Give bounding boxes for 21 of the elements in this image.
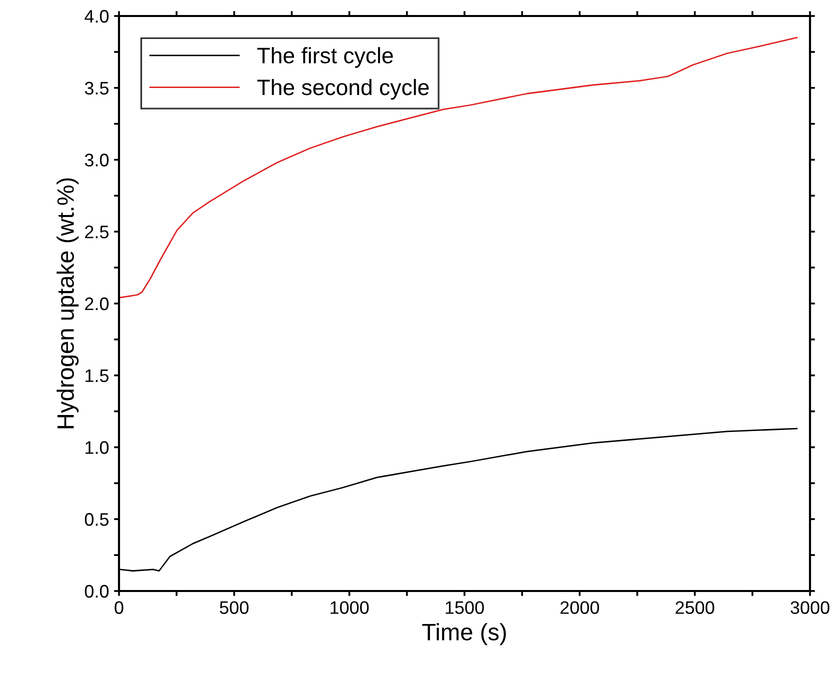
y-tick-label: 3.5 (84, 82, 109, 95)
y-tick-label: 2.0 (85, 297, 109, 310)
legend-label: The second cycle (257, 78, 429, 100)
x-tick-label: 2000 (560, 601, 600, 614)
legend-label: The first cycle (257, 47, 393, 68)
x-tick-label: 1000 (330, 601, 369, 614)
x-axis-title: Time (s) (422, 623, 506, 646)
y-tick-label: 1.5 (86, 369, 109, 382)
y-axis-title: Hydrogen uptake (wt.%) (56, 178, 79, 428)
y-tick-label: 2.5 (85, 226, 109, 238)
y-tick-label: 0.5 (84, 513, 109, 526)
y-tick-label: 3.0 (84, 154, 109, 166)
x-tick-label: 500 (220, 601, 249, 614)
y-tick-label: 4.0 (84, 10, 109, 23)
x-tick-label: 1500 (446, 601, 484, 614)
y-tick-label: 1.0 (86, 441, 109, 454)
line-series (119, 36, 798, 298)
x-tick-label: 0 (114, 601, 124, 614)
x-tick-label: 3000 (790, 601, 830, 614)
y-tick-label: 0.0 (84, 584, 109, 598)
x-tick-label: 2500 (676, 601, 714, 614)
